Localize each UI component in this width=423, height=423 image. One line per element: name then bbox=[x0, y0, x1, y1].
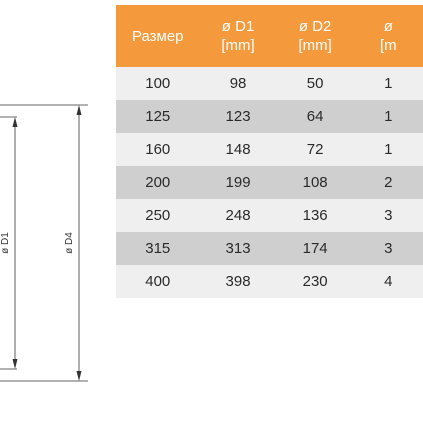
cell-d2: 72 bbox=[276, 133, 354, 166]
cell-d2: 64 bbox=[276, 100, 354, 133]
table-row: 400 398 230 4 bbox=[116, 265, 423, 298]
d4-arrow-top bbox=[76, 105, 82, 115]
cell-d2: 136 bbox=[276, 199, 354, 232]
header-d2: ø D2 [mm] bbox=[276, 5, 354, 67]
cell-d1: 123 bbox=[199, 100, 277, 133]
cell-d4: 2 bbox=[353, 166, 423, 199]
table-row: 200 199 108 2 bbox=[116, 166, 423, 199]
cell-d1: 199 bbox=[199, 166, 277, 199]
cell-d1: 248 bbox=[199, 199, 277, 232]
cell-d2: 50 bbox=[276, 67, 354, 100]
cell-d2: 174 bbox=[276, 232, 354, 265]
cell-d1: 398 bbox=[199, 265, 277, 298]
cell-size: 125 bbox=[116, 100, 200, 133]
header-d4: ø [m bbox=[353, 5, 423, 67]
cell-size: 200 bbox=[116, 166, 200, 199]
d1-label: ø D1 bbox=[0, 232, 11, 254]
dimension-drawing: ø D1 ø D4 bbox=[0, 104, 88, 382]
table-row: 125 123 64 1 bbox=[116, 100, 423, 133]
d4-label: ø D4 bbox=[64, 232, 75, 254]
table-row: 100 98 50 1 bbox=[116, 67, 423, 100]
table-row: 160 148 72 1 bbox=[116, 133, 423, 166]
cell-d4: 1 bbox=[353, 67, 423, 100]
cell-d4: 4 bbox=[353, 265, 423, 298]
cell-d1: 313 bbox=[199, 232, 277, 265]
table-header-row: Размер ø D1 [mm] ø D2 [mm] ø [m bbox=[116, 5, 423, 67]
cell-d1: 98 bbox=[199, 67, 277, 100]
cell-size: 315 bbox=[116, 232, 200, 265]
cell-size: 160 bbox=[116, 133, 200, 166]
header-d1: ø D1 [mm] bbox=[199, 5, 277, 67]
header-size: Размер bbox=[116, 5, 200, 67]
d1-arrow-top bbox=[12, 117, 18, 127]
d1-arrow-bottom bbox=[12, 359, 18, 369]
table-row: 315 313 174 3 bbox=[116, 232, 423, 265]
cell-d4: 1 bbox=[353, 100, 423, 133]
cell-size: 100 bbox=[116, 67, 200, 100]
cell-d2: 230 bbox=[276, 265, 354, 298]
table-row: 250 248 136 3 bbox=[116, 199, 423, 232]
cell-d4: 3 bbox=[353, 232, 423, 265]
dimensions-table: Размер ø D1 [mm] ø D2 [mm] ø [m 100 98 50 1… bbox=[116, 5, 423, 298]
cell-d4: 3 bbox=[353, 199, 423, 232]
cell-size: 250 bbox=[116, 199, 200, 232]
cell-size: 400 bbox=[116, 265, 200, 298]
cell-d4: 1 bbox=[353, 133, 423, 166]
cell-d1: 148 bbox=[199, 133, 277, 166]
d4-arrow-bottom bbox=[76, 371, 82, 381]
cell-d2: 108 bbox=[276, 166, 354, 199]
